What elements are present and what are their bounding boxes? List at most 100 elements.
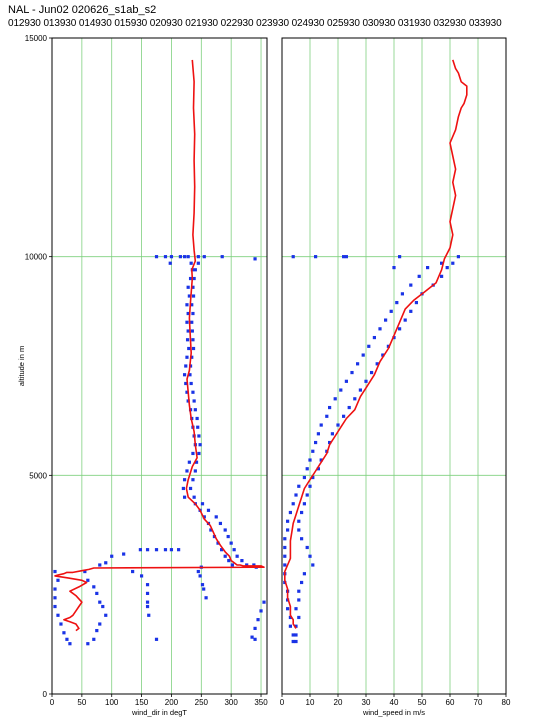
data-point: [187, 294, 191, 298]
data-point: [291, 633, 295, 637]
data-point: [311, 475, 315, 480]
y-tick-label: 5000: [29, 471, 47, 480]
data-point: [188, 373, 192, 377]
data-point: [409, 309, 413, 313]
data-point: [253, 257, 257, 261]
data-point: [185, 338, 190, 342]
data-point: [286, 528, 290, 532]
data-point: [53, 604, 57, 609]
data-point: [283, 537, 287, 541]
data-point: [403, 318, 407, 322]
data-point: [189, 381, 193, 386]
data-point: [375, 362, 379, 366]
data-point: [59, 622, 63, 626]
data-point: [202, 255, 206, 259]
data-point: [198, 574, 202, 578]
data-point: [314, 255, 318, 259]
data-point: [297, 615, 301, 620]
data-point: [305, 467, 309, 471]
data-point: [186, 329, 190, 333]
data-point: [302, 475, 306, 480]
data-point: [384, 318, 388, 322]
x-tick-label: 50: [77, 698, 86, 707]
data-point: [190, 303, 194, 307]
data-point: [195, 416, 199, 421]
data-point: [190, 329, 194, 333]
x-tick-label: 200: [165, 698, 179, 707]
data-point: [218, 521, 223, 526]
data-point: [294, 624, 298, 628]
data-point: [230, 563, 234, 567]
data-point: [191, 478, 195, 482]
data-point: [283, 545, 287, 550]
data-point: [185, 390, 189, 394]
data-point: [191, 294, 196, 298]
data-point: [198, 443, 202, 447]
data-point: [325, 414, 329, 418]
data-point: [426, 266, 430, 270]
data-point: [83, 569, 87, 574]
data-point: [187, 346, 191, 351]
data-point: [297, 484, 301, 488]
y-tick-label: 15000: [25, 34, 48, 43]
data-point: [294, 639, 298, 644]
data-point: [259, 609, 263, 613]
data-point: [200, 583, 205, 587]
data-point: [333, 397, 337, 401]
data-point: [186, 255, 190, 259]
data-point: [53, 596, 57, 600]
data-point: [147, 613, 151, 617]
chart-title: NAL - Jun02 020626_s1ab_s2: [8, 4, 157, 16]
data-point: [223, 554, 227, 558]
data-point: [445, 266, 449, 270]
data-point: [308, 554, 312, 558]
x-tick-label: 30: [362, 698, 371, 707]
data-point: [330, 432, 334, 436]
data-point: [283, 554, 287, 558]
data-point: [319, 458, 323, 462]
data-point: [294, 493, 298, 497]
data-point: [235, 554, 239, 558]
data-point: [398, 255, 402, 259]
x-axis-label: wind_speed in m/s: [362, 708, 425, 717]
x-tick-label: 0: [280, 698, 285, 707]
data-point: [314, 440, 318, 445]
data-point: [202, 515, 206, 519]
data-point: [378, 327, 382, 331]
y-tick-label: 0: [43, 690, 48, 699]
data-point: [185, 355, 189, 359]
data-point: [451, 261, 455, 265]
data-point: [145, 604, 150, 609]
data-point: [191, 285, 195, 289]
data-point: [185, 469, 189, 473]
data-point: [286, 607, 290, 611]
data-point: [98, 563, 102, 567]
data-point: [308, 458, 312, 462]
data-point: [311, 449, 315, 453]
data-point: [409, 283, 413, 287]
data-point: [168, 261, 172, 265]
x-tick-label: 300: [224, 698, 238, 707]
data-point: [336, 423, 340, 427]
data-point: [252, 563, 256, 567]
data-point: [209, 528, 213, 532]
data-point: [68, 642, 72, 646]
data-point: [196, 261, 200, 265]
data-point: [398, 327, 402, 331]
data-point: [139, 574, 144, 578]
data-point: [245, 563, 249, 567]
data-point: [227, 559, 231, 563]
data-point: [196, 425, 200, 429]
data-point: [95, 628, 99, 633]
data-point: [372, 335, 376, 340]
y-tick-label: 10000: [25, 253, 48, 262]
data-point: [319, 423, 323, 427]
data-point: [177, 548, 181, 552]
data-point: [392, 266, 396, 270]
data-point: [223, 528, 227, 532]
data-point: [297, 528, 301, 532]
data-point: [297, 598, 301, 602]
data-point: [169, 255, 174, 259]
data-point: [122, 552, 126, 556]
